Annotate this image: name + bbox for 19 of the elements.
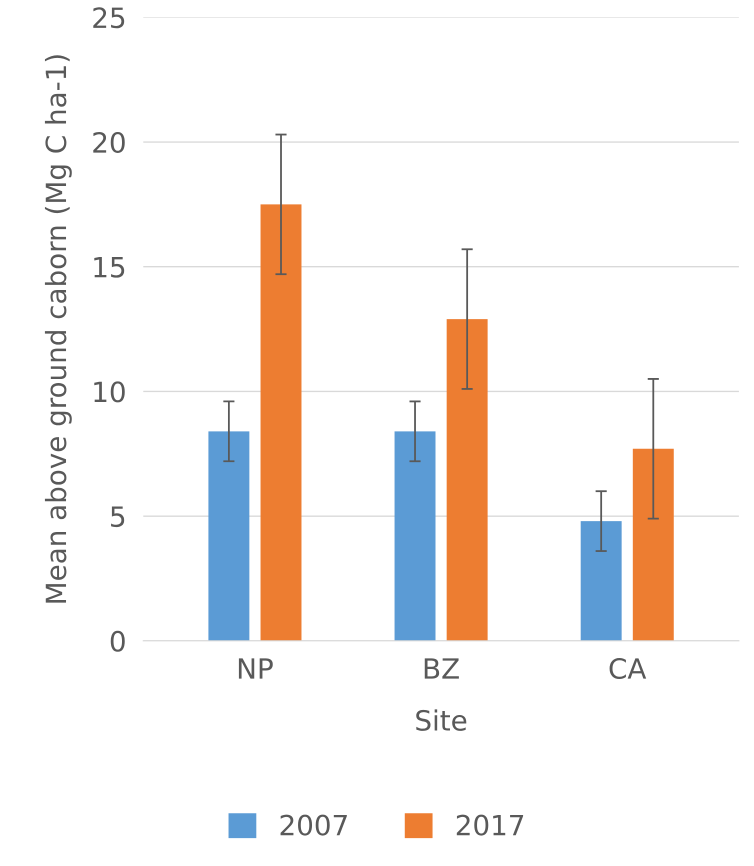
bar	[446, 319, 488, 641]
bar	[632, 448, 674, 641]
bar	[208, 431, 250, 641]
x-tick-label: BZ	[424, 658, 459, 679]
x-tick-label: NP	[238, 658, 273, 679]
legend-label: 2007	[280, 814, 347, 836]
y-tick-label: 10	[94, 381, 125, 402]
bar	[260, 204, 302, 641]
x-axis-title: Site	[416, 709, 466, 731]
y-tick-label: 5	[111, 506, 124, 528]
y-tick-label: 15	[94, 257, 124, 278]
y-tick-label: 0	[110, 630, 125, 652]
legend-label: 2017	[456, 814, 524, 836]
bar	[394, 431, 436, 641]
bar	[580, 521, 622, 641]
x-tick-label: CA	[610, 658, 646, 680]
y-tick-label: 25	[93, 7, 124, 28]
y-axis-title: Mean above ground caborn (Mg C ha-1)	[44, 55, 72, 603]
y-tick-label: 20	[93, 132, 125, 153]
